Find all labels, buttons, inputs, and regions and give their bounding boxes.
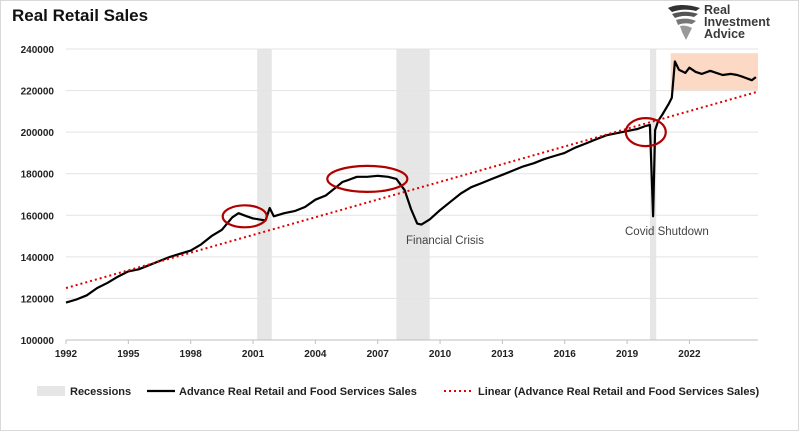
annotation-covid-shutdown: Covid Shutdown — [625, 226, 709, 238]
y-tick-label: 140000 — [21, 253, 55, 264]
y-tick-label: 200000 — [21, 128, 55, 139]
x-tick-label: 2022 — [678, 349, 701, 360]
x-tick-label: 2007 — [367, 349, 390, 360]
highlight-circle-3 — [624, 117, 667, 148]
y-tick-label: 180000 — [21, 170, 55, 181]
y-tick-label: 120000 — [21, 294, 55, 305]
logo-text: Real Investment Advice — [704, 3, 770, 41]
x-tick-label: 2010 — [429, 349, 452, 360]
recession-band-2 — [396, 49, 430, 340]
eagle-icon — [668, 5, 700, 40]
x-tick-label: 2016 — [554, 349, 577, 360]
x-tick-label: 1992 — [55, 349, 78, 360]
logo: Real Investment Advice — [666, 2, 796, 46]
highlight-circle-2 — [326, 164, 409, 194]
legend-swatch-recessions — [37, 386, 65, 396]
gridlines — [66, 48, 758, 299]
highlight-circles — [221, 117, 667, 229]
legend-label-retail-sales: Advance Real Retail and Food Services Sa… — [179, 386, 417, 398]
series-line-retail-sales — [65, 60, 757, 304]
chart-title: Real Retail Sales — [12, 6, 149, 25]
series-layer — [65, 60, 759, 304]
legend-label-linear: Linear (Advance Real Retail and Food Ser… — [478, 386, 760, 398]
logo-line-3: Advice — [704, 27, 745, 41]
x-tick-label: 1998 — [180, 349, 203, 360]
x-tick-label: 2004 — [304, 349, 327, 360]
x-tick-label: 2013 — [491, 349, 514, 360]
y-tick-label: 220000 — [21, 87, 55, 98]
legend: Recessions Advance Real Retail and Food S… — [37, 386, 760, 398]
axes: 100000 120000 140000 160000 180000 200000 2200… — [21, 45, 758, 360]
y-tick-label: 240000 — [21, 45, 55, 56]
recession-band-1 — [257, 49, 272, 340]
highlight-circle-1 — [221, 204, 268, 229]
x-tick-label: 2019 — [616, 349, 639, 360]
annotation-financial-crisis: Financial Crisis — [406, 235, 484, 247]
x-tick-label: 1995 — [117, 349, 140, 360]
legend-label-recessions: Recessions — [70, 386, 131, 398]
logo-line-1: Real — [704, 3, 731, 17]
y-tick-label: 160000 — [21, 211, 55, 222]
logo-line-2: Investment — [704, 15, 770, 29]
y-tick-label: 100000 — [21, 336, 55, 347]
x-tick-label: 2001 — [242, 349, 265, 360]
